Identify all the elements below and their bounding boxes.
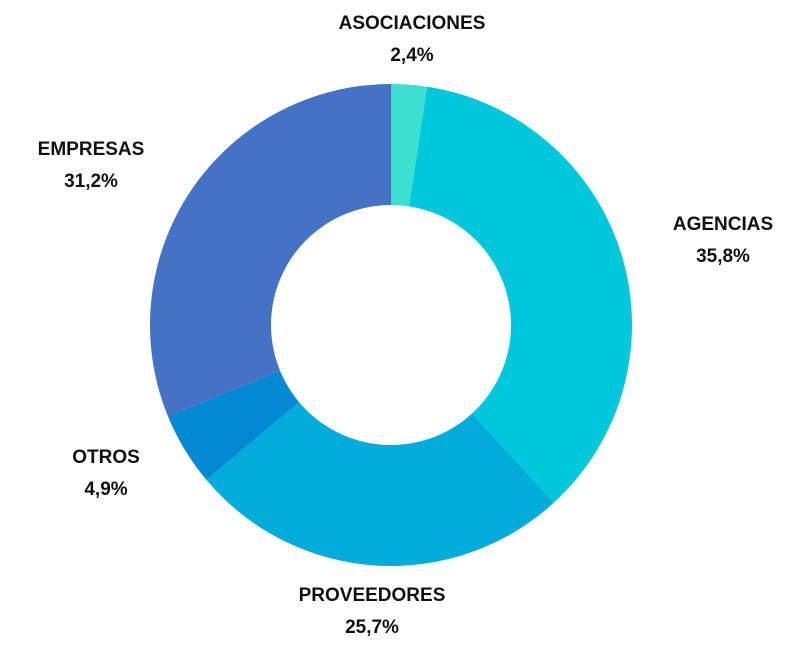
donut-slice: [168, 370, 300, 480]
donut-slice: [206, 402, 554, 566]
donut-slice: [391, 84, 428, 207]
slice-label: AGENCIAS: [673, 214, 773, 235]
slice-value-label: 2,4%: [390, 45, 433, 66]
slice-value-label: 25,7%: [345, 617, 399, 638]
slice-label: ASOCIACIONES: [339, 13, 486, 34]
slice-label: EMPRESAS: [38, 139, 145, 160]
slice-label: OTROS: [72, 447, 140, 468]
donut-slice: [149, 84, 391, 417]
slice-value-label: 35,8%: [696, 246, 750, 267]
slice-value-label: 31,2%: [64, 171, 118, 192]
donut-slice: [409, 86, 632, 503]
slice-label: PROVEEDORES: [299, 585, 446, 606]
slice-value-label: 4,9%: [84, 479, 127, 500]
